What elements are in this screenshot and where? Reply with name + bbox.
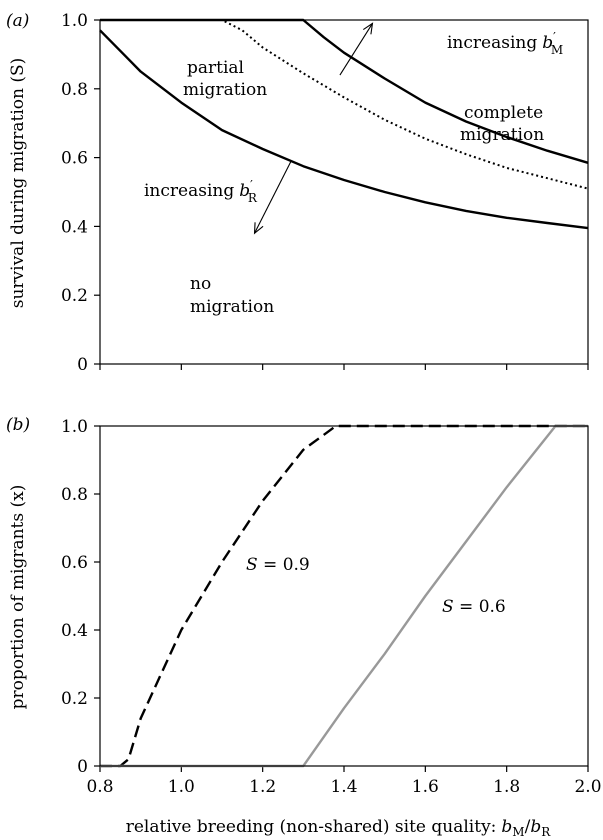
- panel-b-x-ticks: 0.8 1.0 1.2 1.4 1.6 1.8 2.0: [86, 766, 602, 797]
- bR-subscript: R: [248, 191, 258, 205]
- panel-a-y-ticks: 0 0.2 0.4 0.6 0.8 1.0: [61, 11, 100, 375]
- x-tick-label: 1.4: [330, 777, 357, 797]
- increasing-word-m: increasing: [447, 33, 537, 53]
- y-tick-label: 0.4: [61, 621, 88, 641]
- series-label-s09: S = 0.9: [246, 555, 310, 575]
- arrow-head-2: [253, 222, 264, 235]
- y-tick-label: 0.8: [61, 485, 88, 505]
- bM-subscript: M: [551, 43, 563, 57]
- xlabel-slash: /: [525, 817, 531, 837]
- y-tick-label: 0: [77, 757, 88, 777]
- s09-symbol: S: [246, 555, 258, 575]
- panel-b-frame: [99, 425, 589, 767]
- y-tick-label: 0.2: [61, 689, 88, 709]
- series-line-1: [100, 424, 588, 768]
- x-tick-label: 0.8: [86, 777, 113, 797]
- y-tick-label: 1.0: [61, 417, 88, 437]
- y-tick-label: 0.6: [61, 149, 88, 169]
- panel-a: (a) survival during migration (S) 0 0.2 0.…: [6, 11, 589, 375]
- panel-a-frame: [99, 19, 589, 365]
- y-tick-label: 1.0: [61, 11, 88, 31]
- s06-symbol: S: [442, 597, 454, 617]
- panel-a-arrows: [253, 22, 374, 235]
- label-complete-line1: complete: [464, 103, 543, 123]
- bR-letter: b: [239, 181, 250, 201]
- x-tick-label: 1.8: [493, 777, 520, 797]
- y-tick-label: 0.4: [61, 217, 88, 237]
- bM-prime: ′: [553, 30, 556, 44]
- label-complete-line2: migration: [460, 125, 544, 145]
- y-tick-label: 0.2: [61, 286, 88, 306]
- label-increasing-bR: increasing b′ R: [144, 178, 258, 205]
- label-partial-line2: migration: [183, 80, 267, 100]
- panel-b-ylabel: proportion of migrants (x): [8, 485, 28, 710]
- panel-a-ylabel: survival during migration (S): [8, 58, 28, 309]
- bR-prime: ′: [250, 178, 253, 192]
- label-no-line2: migration: [190, 297, 274, 317]
- bM-letter: b: [542, 33, 553, 53]
- y-tick-label: 0.8: [61, 80, 88, 100]
- s09-value: = 0.9: [258, 555, 310, 575]
- xlabel-sub1: M: [512, 825, 524, 839]
- label-no-line1: no: [190, 274, 211, 294]
- xlabel-sub2: R: [541, 825, 551, 839]
- panel-a-label: (a): [6, 11, 29, 31]
- x-tick-label: 1.6: [412, 777, 439, 797]
- xlabel-text: relative breeding (non-shared) site qual…: [126, 817, 497, 837]
- panel-b: (b) proportion of migrants (x) 0 0.2 0.4 0.…: [6, 415, 602, 839]
- panel-b-label: (b): [6, 415, 30, 435]
- x-tick-label: 1.2: [249, 777, 276, 797]
- arrow-head-1: [363, 22, 374, 35]
- panel-b-series: [100, 424, 588, 768]
- arrow-shaft-1: [339, 23, 373, 76]
- series-line-1: [99, 29, 589, 230]
- panel-b-xlabel: relative breeding (non-shared) site qual…: [126, 817, 551, 839]
- xlabel-b2: b: [530, 817, 541, 837]
- y-tick-label: 0.6: [61, 553, 88, 573]
- s06-value: = 0.6: [454, 597, 506, 617]
- label-partial-line1: partial: [187, 58, 244, 78]
- series-line-2: [100, 424, 588, 768]
- arrow-shaft-2: [254, 160, 292, 234]
- x-tick-label: 1.0: [168, 777, 195, 797]
- xlabel-b1: b: [501, 817, 512, 837]
- y-tick-label: 0: [77, 355, 88, 375]
- series-label-s06: S = 0.6: [442, 597, 506, 617]
- increasing-word-r: increasing: [144, 181, 234, 201]
- panel-a-x-ticks: [99, 364, 589, 370]
- x-tick-label: 2.0: [574, 777, 601, 797]
- label-increasing-bM: increasing b′ M: [447, 30, 563, 57]
- panel-b-y-ticks: 0 0.2 0.4 0.6 0.8 1.0: [61, 417, 100, 777]
